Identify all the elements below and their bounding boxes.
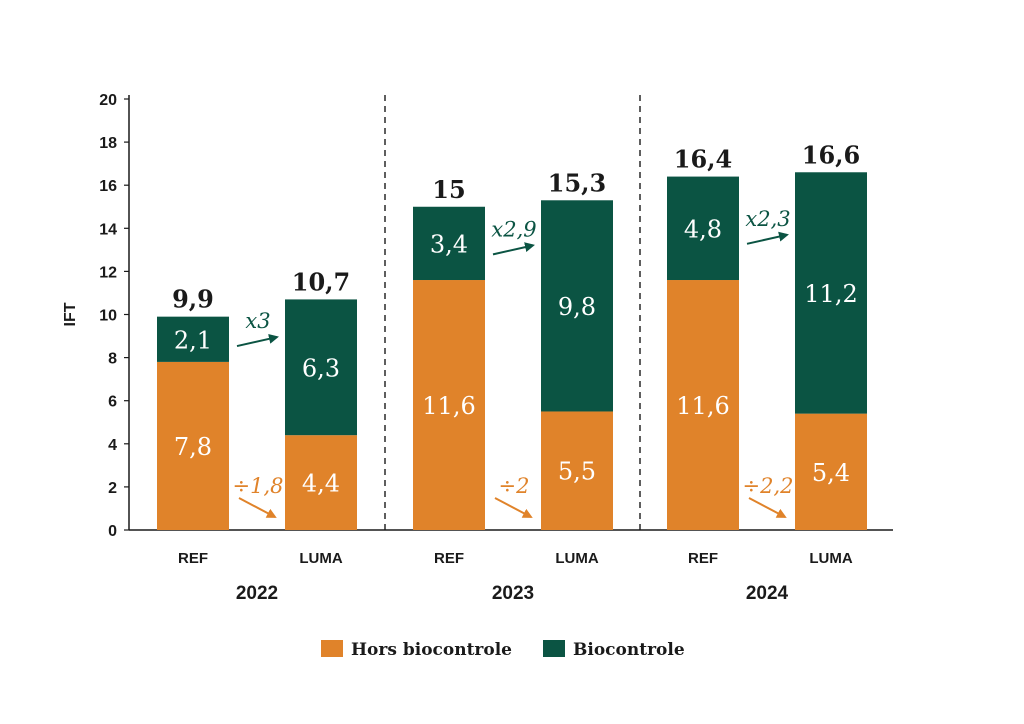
factor-hors-2022: ÷1,8 [233, 474, 284, 498]
category-label-2023-luma: LUMA [555, 550, 598, 567]
label-bio-2024-luma: 11,2 [804, 280, 857, 308]
y-tick-label: 6 [108, 394, 117, 411]
y-tick-label: 2 [108, 480, 117, 497]
label-bio-2023-luma: 9,8 [558, 293, 596, 321]
y-tick-label: 18 [99, 135, 117, 152]
y-tick-label: 10 [99, 308, 117, 325]
factor-hors-2024: ÷2,2 [743, 474, 794, 498]
bar-bio-2022-luma [285, 299, 357, 436]
arrow-hors-2023 [494, 497, 533, 518]
factor-hors-2023: ÷2 [499, 474, 530, 498]
y-tick-label: 12 [99, 264, 117, 281]
arrow-bio-2022 [236, 333, 279, 348]
bar-bio-2023-luma [541, 200, 613, 412]
legend-swatch-hors [321, 640, 343, 657]
label-hors-2024-luma: 5,4 [812, 459, 850, 487]
legend-swatch-bio [543, 640, 565, 657]
label-hors-2023-luma: 5,5 [558, 458, 596, 486]
arrow-hors-2024 [748, 497, 787, 518]
legend-label-bio: Biocontrole [573, 640, 685, 660]
year-label-2024: 2024 [746, 583, 789, 604]
arrow-hors-2022 [238, 497, 277, 518]
y-tick-label: 8 [108, 351, 117, 368]
label-total-2022-ref: 9,9 [172, 285, 214, 314]
label-hors-2022-luma: 4,4 [302, 470, 340, 498]
factor-bio-2024: x2,3 [745, 207, 790, 231]
label-hors-2024-ref: 11,6 [676, 392, 729, 420]
bar-bio-2024-ref [667, 176, 739, 281]
bar-bio-2024-luma [795, 172, 867, 414]
factor-bio-2022: x3 [245, 309, 270, 333]
label-bio-2022-luma: 6,3 [302, 354, 340, 382]
bar-bio-2022-ref [157, 316, 229, 362]
bar-hors-2024-ref [667, 280, 739, 530]
category-label-2022-ref: REF [178, 550, 208, 567]
label-hors-2022-ref: 7,8 [174, 433, 212, 461]
category-label-2024-ref: REF [688, 550, 718, 567]
label-hors-2023-ref: 11,6 [422, 392, 475, 420]
factor-bio-2023: x2,9 [491, 217, 536, 241]
arrow-bio-2024 [746, 231, 789, 245]
label-bio-2024-ref: 4,8 [684, 215, 722, 243]
y-tick-label: 20 [99, 92, 117, 109]
legend-label-hors: Hors biocontrole [351, 640, 512, 660]
arrow-bio-2023 [492, 242, 535, 256]
label-total-2022-luma: 10,7 [292, 267, 350, 296]
year-label-2023: 2023 [492, 583, 534, 604]
y-tick-label: 14 [99, 221, 117, 238]
bar-hors-2023-ref [413, 280, 485, 530]
bar-hors-2022-luma [285, 435, 357, 530]
bar-hors-2022-ref [157, 361, 229, 530]
y-tick-label: 0 [108, 523, 117, 540]
bar-hors-2024-luma [795, 413, 867, 530]
y-tick-label: 4 [108, 437, 117, 454]
category-label-2022-luma: LUMA [299, 550, 342, 567]
year-label-2022: 2022 [236, 583, 278, 604]
label-bio-2022-ref: 2,1 [174, 326, 212, 354]
label-total-2024-ref: 16,4 [674, 145, 732, 174]
label-total-2024-luma: 16,6 [802, 140, 860, 169]
bar-bio-2023-ref [413, 206, 485, 281]
category-label-2023-ref: REF [434, 550, 464, 567]
category-label-2024-luma: LUMA [809, 550, 852, 567]
label-total-2023-ref: 15 [432, 175, 465, 204]
y-tick-label: 16 [99, 178, 117, 195]
bar-hors-2023-luma [541, 411, 613, 530]
label-total-2023-luma: 15,3 [548, 168, 606, 197]
y-axis-label: IFT [62, 302, 79, 326]
label-bio-2023-ref: 3,4 [430, 230, 468, 258]
